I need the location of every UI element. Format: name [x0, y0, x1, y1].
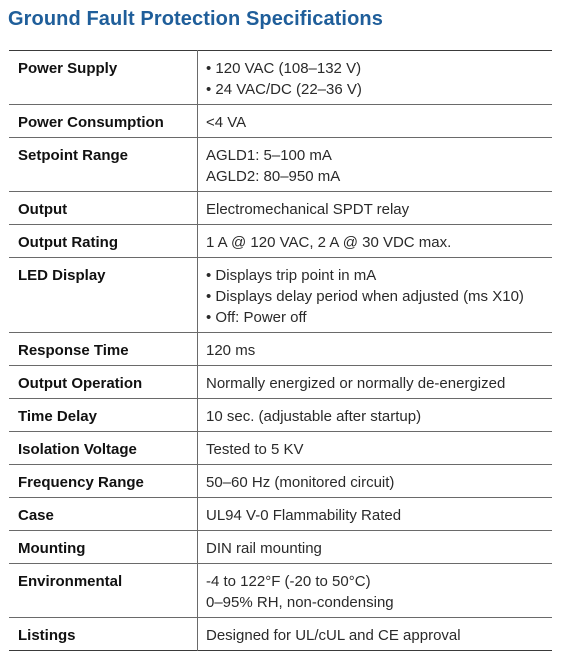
row-value: • 120 VAC (108–132 V) • 24 VAC/DC (22–36… — [197, 50, 552, 105]
value-line: Designed for UL/cUL and CE approval — [206, 627, 461, 644]
value-line: • Displays trip point in mA — [206, 267, 377, 284]
value-line: 0–95% RH, non-condensing — [206, 594, 394, 611]
value-line: -4 to 122°F (-20 to 50°C) — [206, 573, 371, 590]
table-row: Mounting DIN rail mounting — [9, 530, 552, 564]
table-row: Power Consumption <4 VA — [9, 104, 552, 138]
row-value: 50–60 Hz (monitored circuit) — [197, 464, 552, 498]
row-value: Electromechanical SPDT relay — [197, 191, 552, 225]
value-line: 50–60 Hz (monitored circuit) — [206, 474, 395, 491]
row-label: Listings — [9, 617, 198, 651]
row-label: Time Delay — [9, 398, 198, 432]
table-row: LED Display • Displays trip point in mA … — [9, 257, 552, 333]
value-line: • Off: Power off — [206, 309, 307, 326]
row-value: 120 ms — [197, 332, 552, 366]
row-label: Frequency Range — [9, 464, 198, 498]
value-line: • 24 VAC/DC (22–36 V) — [206, 81, 362, 98]
table-row: Case UL94 V-0 Flammability Rated — [9, 497, 552, 531]
table-row: Response Time 120 ms — [9, 332, 552, 366]
row-label: Setpoint Range — [9, 137, 198, 192]
row-label: Isolation Voltage — [9, 431, 198, 465]
table-row: Output Electromechanical SPDT relay — [9, 191, 552, 225]
value-line: DIN rail mounting — [206, 540, 322, 557]
row-value: AGLD1: 5–100 mA AGLD2: 80–950 mA — [197, 137, 552, 192]
value-line: Tested to 5 KV — [206, 441, 304, 458]
table-row: Isolation Voltage Tested to 5 KV — [9, 431, 552, 465]
table-row: Setpoint Range AGLD1: 5–100 mA AGLD2: 80… — [9, 137, 552, 192]
row-value: Tested to 5 KV — [197, 431, 552, 465]
table-row: Time Delay 10 sec. (adjustable after sta… — [9, 398, 552, 432]
value-line: UL94 V-0 Flammability Rated — [206, 507, 402, 524]
table-row: Listings Designed for UL/cUL and CE appr… — [9, 617, 552, 651]
table-row: Power Supply • 120 VAC (108–132 V) • 24 … — [9, 50, 552, 105]
page-title: Ground Fault Protection Specifications — [8, 8, 383, 30]
row-label: Output — [9, 191, 198, 225]
value-line: Electromechanical SPDT relay — [206, 201, 410, 218]
value-line: <4 VA — [206, 114, 247, 131]
row-value: -4 to 122°F (-20 to 50°C) 0–95% RH, non-… — [197, 563, 552, 618]
value-line: AGLD2: 80–950 mA — [206, 168, 341, 185]
value-line: 1 A @ 120 VAC, 2 A @ 30 VDC max. — [206, 234, 452, 251]
row-value: 10 sec. (adjustable after startup) — [197, 398, 552, 432]
value-line: 10 sec. (adjustable after startup) — [206, 408, 422, 425]
table-row: Output Operation Normally energized or n… — [9, 365, 552, 399]
table-row: Output Rating 1 A @ 120 VAC, 2 A @ 30 VD… — [9, 224, 552, 258]
row-label: Output Rating — [9, 224, 198, 258]
row-label: Power Consumption — [9, 104, 198, 138]
row-label: Environmental — [9, 563, 198, 618]
row-value: UL94 V-0 Flammability Rated — [197, 497, 552, 531]
row-value: DIN rail mounting — [197, 530, 552, 564]
row-label: Mounting — [9, 530, 198, 564]
row-label: Output Operation — [9, 365, 198, 399]
row-label: Power Supply — [18, 60, 118, 77]
value-line: • 120 VAC (108–132 V) — [206, 60, 362, 77]
row-label: LED Display — [9, 257, 198, 333]
value-line: • Displays delay period when adjusted (m… — [206, 288, 524, 305]
row-value: • Displays trip point in mA • Displays d… — [197, 257, 552, 333]
value-line: 120 ms — [206, 342, 256, 359]
row-value: Normally energized or normally de-energi… — [197, 365, 552, 399]
table-row: Environmental -4 to 122°F (-20 to 50°C) … — [9, 563, 552, 618]
value-line: AGLD1: 5–100 mA — [206, 147, 332, 164]
specifications-table: Power Supply • 120 VAC (108–132 V) • 24 … — [9, 50, 552, 651]
row-label: Response Time — [9, 332, 198, 366]
row-label: Case — [9, 497, 198, 531]
row-value: <4 VA — [197, 104, 552, 138]
table-row: Frequency Range 50–60 Hz (monitored circ… — [9, 464, 552, 498]
row-value: 1 A @ 120 VAC, 2 A @ 30 VDC max. — [197, 224, 552, 258]
value-line: Normally energized or normally de-energi… — [206, 375, 506, 392]
row-value: Designed for UL/cUL and CE approval — [197, 617, 552, 651]
